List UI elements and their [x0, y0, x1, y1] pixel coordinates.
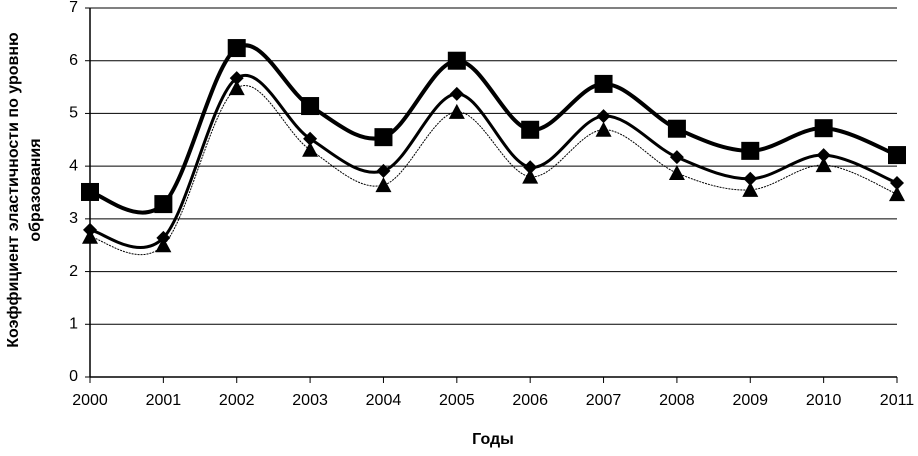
series-line [89, 74, 898, 250]
y-tick-label: 5 [69, 105, 78, 122]
y-tick-label: 0 [69, 368, 78, 385]
series-line [89, 85, 898, 256]
y-tick-label: 2 [69, 263, 78, 280]
marker [447, 51, 466, 70]
x-axis-title: Годы [472, 431, 514, 448]
marker [227, 39, 246, 58]
x-tick-label: 2002 [219, 392, 255, 409]
y-tick-label: 3 [69, 210, 78, 227]
marker [668, 164, 685, 180]
x-tick-label: 2011 [880, 392, 915, 409]
marker [302, 141, 319, 157]
marker [81, 182, 99, 201]
x-tick-label: 2000 [72, 392, 108, 409]
marker [888, 146, 906, 165]
marker [742, 181, 759, 197]
x-tick-label: 2006 [512, 392, 548, 409]
x-tick-label: 2010 [806, 392, 842, 409]
marker [814, 119, 833, 138]
y-tick-label: 6 [69, 52, 78, 69]
marker [743, 171, 758, 186]
marker [522, 168, 539, 184]
marker [448, 103, 465, 119]
marker [669, 150, 684, 165]
marker [815, 157, 832, 173]
x-tick-label: 2005 [439, 392, 475, 409]
marker [596, 109, 611, 124]
marker [890, 176, 904, 191]
x-tick-label: 2001 [146, 392, 182, 409]
marker [228, 80, 245, 96]
marker [594, 74, 613, 93]
x-tick-label: 2008 [659, 392, 695, 409]
y-axis-title: образования [27, 138, 44, 241]
marker [303, 131, 318, 146]
marker [521, 120, 540, 139]
marker [595, 121, 612, 137]
marker [523, 160, 538, 175]
marker [889, 186, 905, 202]
x-tick-label: 2003 [292, 392, 328, 409]
y-tick-label: 4 [69, 157, 78, 174]
marker [82, 228, 98, 244]
y-tick-label: 7 [69, 0, 78, 16]
y-tick-label: 1 [69, 316, 78, 333]
marker [741, 141, 760, 160]
marker [155, 237, 172, 253]
marker [816, 148, 831, 163]
marker [154, 195, 173, 214]
marker [449, 86, 464, 101]
x-tick-label: 2007 [586, 392, 622, 409]
y-axis-title: Коэффициент эластичности по уровню [5, 32, 22, 348]
marker [229, 71, 244, 86]
x-tick-label: 2009 [732, 392, 768, 409]
marker [667, 119, 686, 138]
marker [301, 97, 320, 116]
x-tick-label: 2004 [366, 392, 402, 409]
marker [375, 177, 392, 193]
marker [374, 128, 393, 147]
marker [376, 163, 391, 178]
